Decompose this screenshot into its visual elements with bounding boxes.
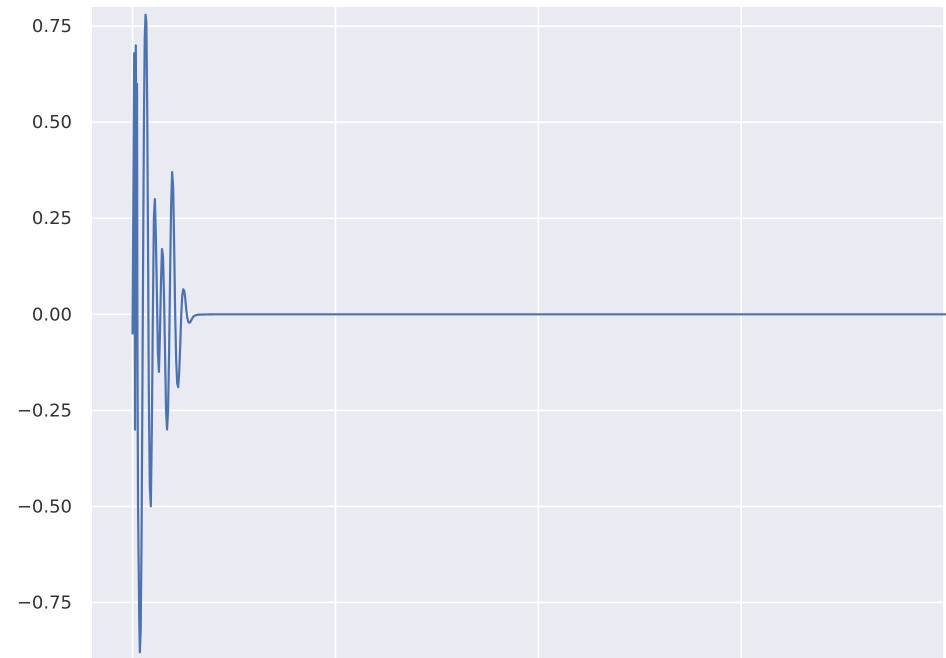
y-tick-label: 0.25 xyxy=(32,208,72,229)
y-tick-label: −0.25 xyxy=(17,400,72,421)
y-tick-label: 0.00 xyxy=(32,304,72,325)
series-line-0 xyxy=(131,13,946,654)
series-group xyxy=(131,13,946,654)
y-tick-label: 0.50 xyxy=(32,112,72,133)
y-tick-label: −0.75 xyxy=(17,592,72,613)
y-axis-ticks: 0.75 0.50 0.25 0.00 −0.25 −0.50 −0.75 xyxy=(17,16,72,613)
y-tick-label: −0.50 xyxy=(17,496,72,517)
y-tick-label: 0.75 xyxy=(32,16,72,37)
plot-area xyxy=(92,7,944,658)
